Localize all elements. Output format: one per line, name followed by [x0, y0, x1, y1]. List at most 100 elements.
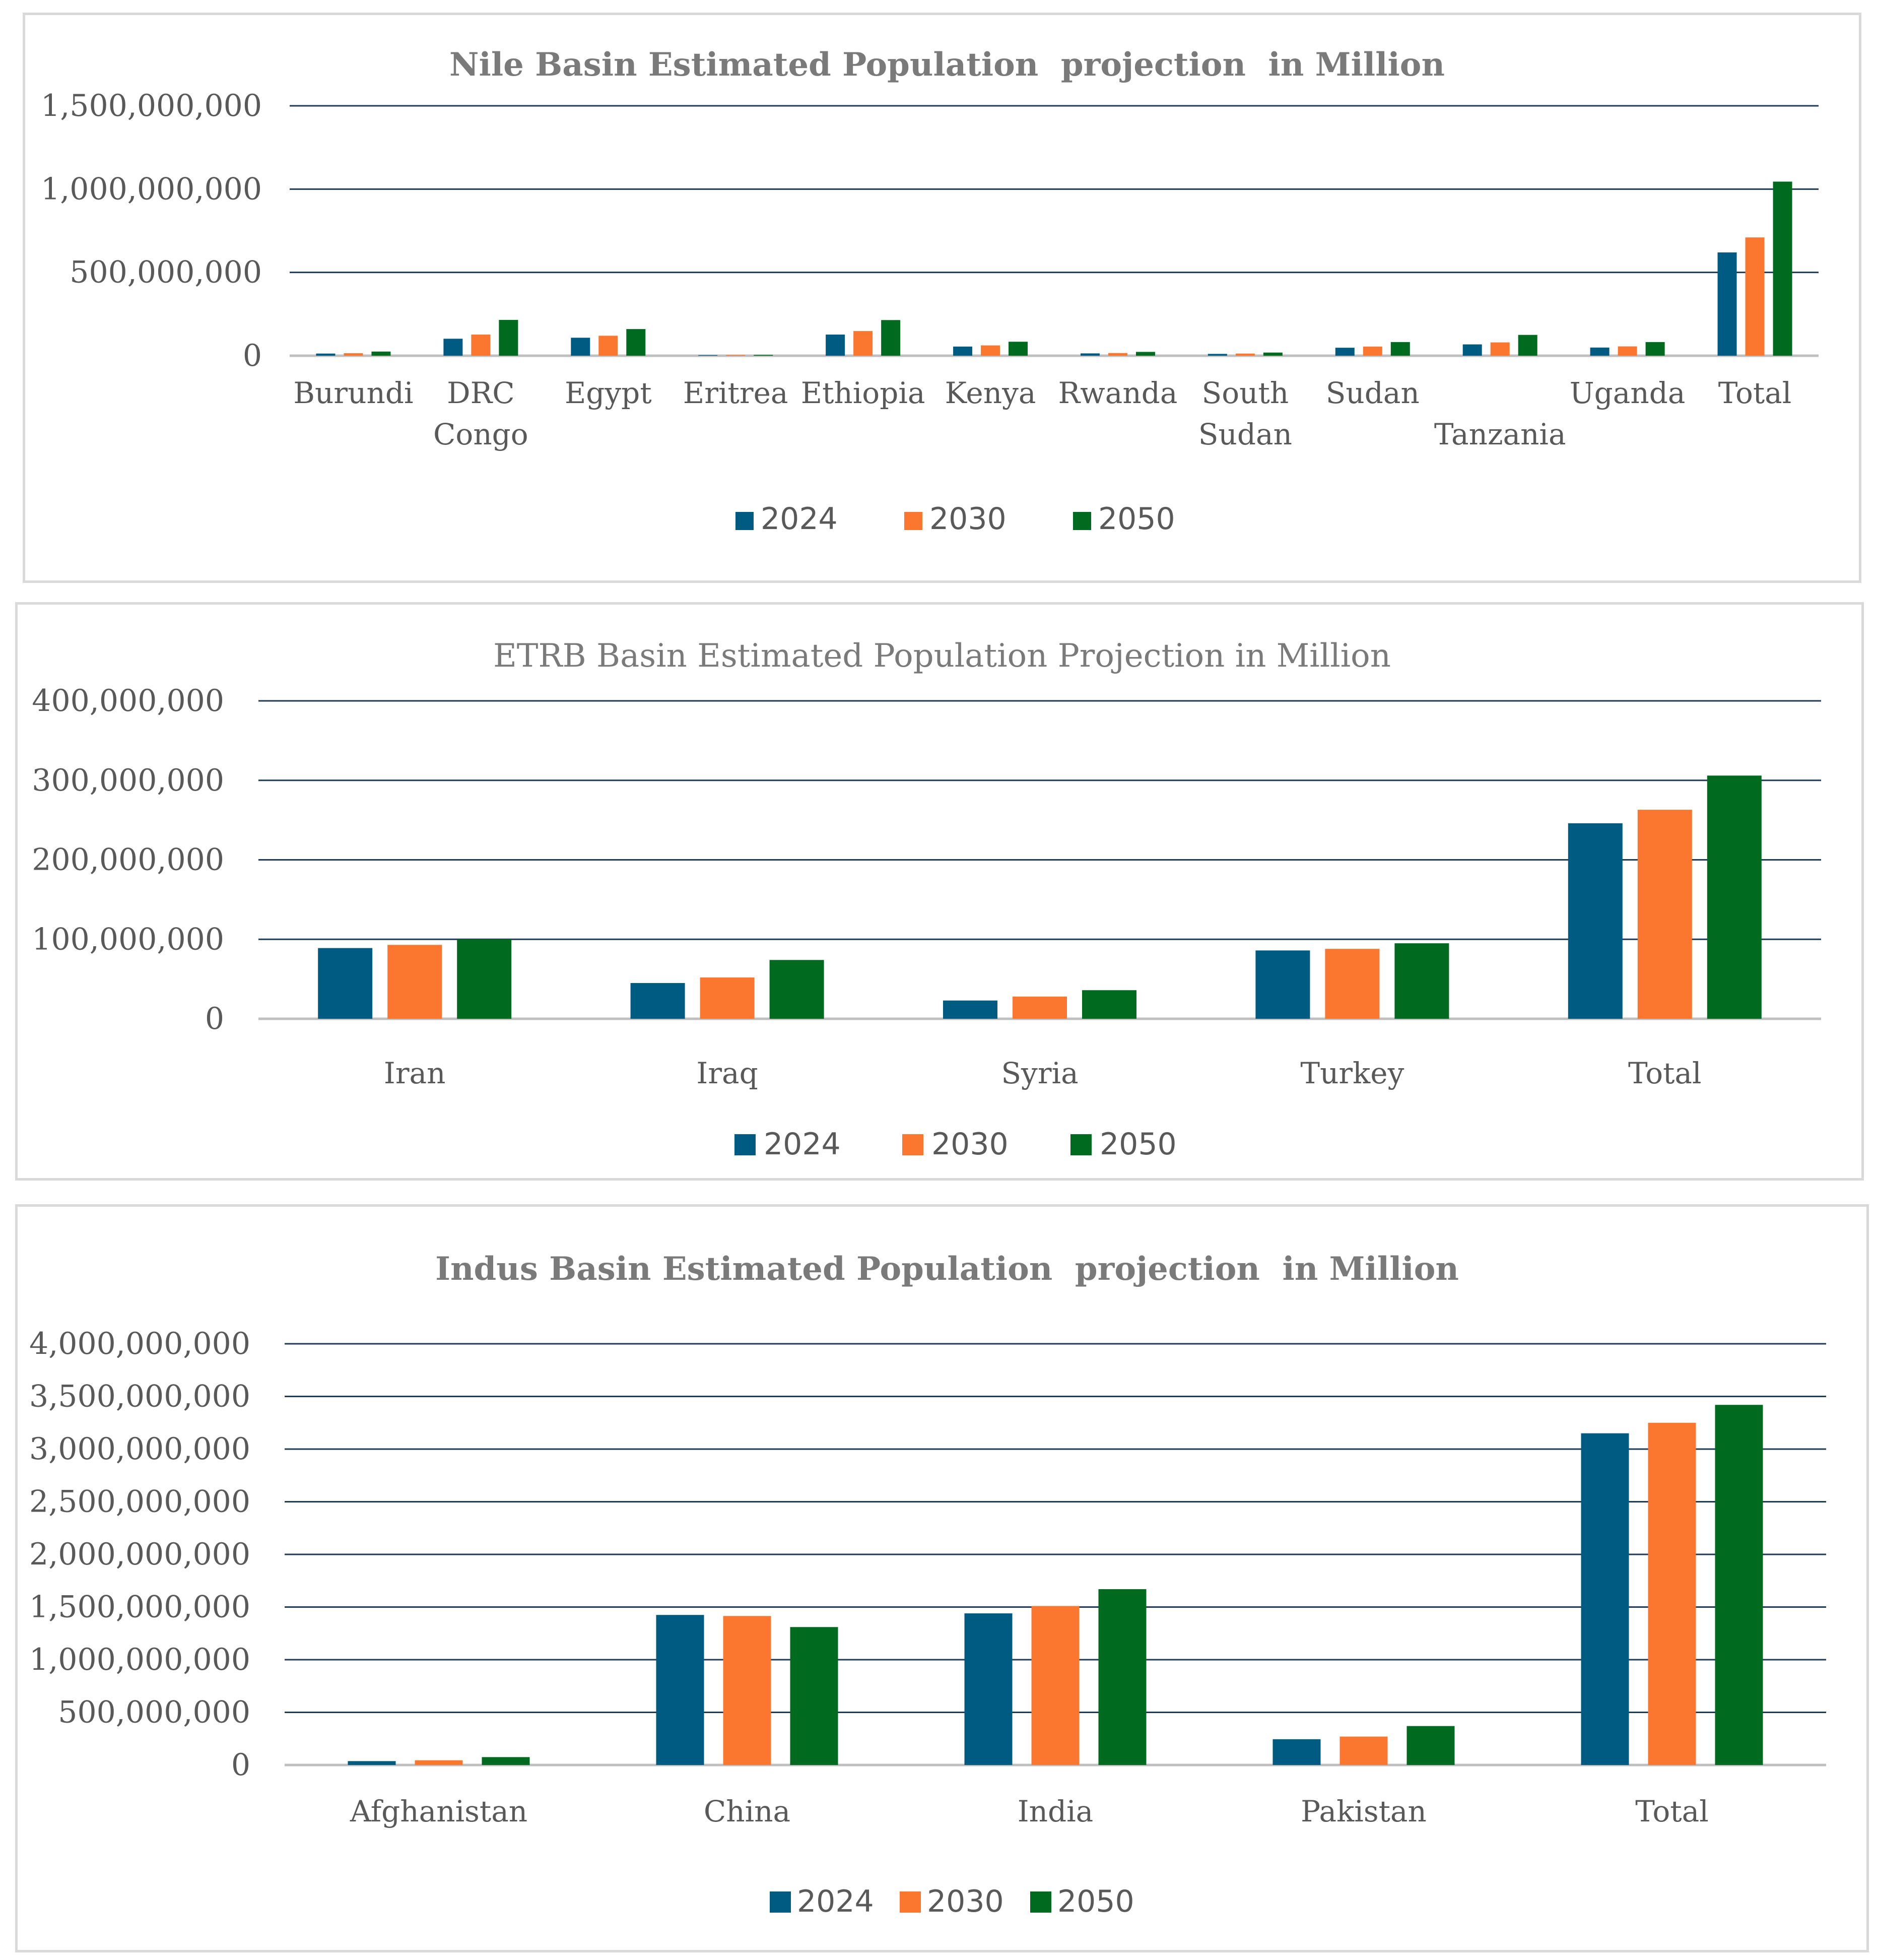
bar-china-2024 — [656, 1615, 704, 1765]
bar-iran-2024 — [318, 948, 373, 1019]
bar-turkey-2050 — [1394, 943, 1449, 1019]
bar-kenya-2050 — [1009, 342, 1028, 356]
bar-uganda-2030 — [1618, 346, 1637, 356]
x-tick-label: Kenya — [945, 376, 1036, 410]
y-tick-label: 1,500,000,000 — [41, 88, 262, 123]
x-tick-label: South — [1202, 376, 1289, 410]
x-tick-label: Iraq — [696, 1056, 758, 1090]
bar-china-2030 — [723, 1616, 771, 1765]
x-tick-label: Ethiopia — [801, 376, 925, 410]
bar-turkey-2024 — [1255, 950, 1310, 1019]
bar-pakistan-2050 — [1406, 1726, 1455, 1765]
x-tick-label: Egypt — [565, 376, 652, 410]
x-tick-label: Turkey — [1300, 1056, 1404, 1090]
legend-swatch-2024 — [735, 512, 754, 530]
bar-afghanistan-2050 — [482, 1757, 530, 1765]
bar-sudan-2030 — [1363, 346, 1382, 356]
bar-total-2030 — [1648, 1422, 1696, 1765]
bar-eritrea-2024 — [698, 355, 718, 356]
etrb-chart-panel: ETRB Basin Estimated Population Projecti… — [15, 602, 1864, 1181]
legend-label-2050: 2050 — [1100, 1127, 1177, 1162]
legend-label-2024: 2024 — [764, 1127, 841, 1162]
y-tick-label: 500,000,000 — [70, 255, 262, 290]
bar-burundi-2050 — [371, 351, 391, 356]
bar-afghanistan-2024 — [348, 1761, 396, 1765]
legend-label-2030: 2030 — [931, 1127, 1009, 1162]
bar-kenya-2030 — [981, 345, 1000, 356]
bar-total-2024 — [1581, 1433, 1629, 1765]
legend-label-2024: 2024 — [761, 501, 838, 537]
bar-south-sudan-2024 — [1208, 354, 1227, 356]
x-tick-label: Tanzania — [1434, 417, 1566, 451]
legend-label-2024: 2024 — [797, 1884, 874, 1919]
y-tick-label: 500,000,000 — [58, 1695, 250, 1730]
etrb-chart: ETRB Basin Estimated Population Projecti… — [32, 637, 1821, 1162]
bar-uganda-2050 — [1645, 342, 1665, 356]
bar-total-2030 — [1637, 810, 1692, 1019]
bar-syria-2050 — [1082, 990, 1136, 1019]
bar-iran-2050 — [457, 939, 512, 1019]
x-tick-label: Eritrea — [683, 376, 788, 410]
bar-pakistan-2030 — [1339, 1736, 1388, 1765]
bar-ethiopia-2050 — [881, 320, 901, 356]
bar-drc-congo-2050 — [499, 319, 518, 356]
x-tick-label: Congo — [433, 417, 528, 451]
bar-total-2050 — [1715, 1405, 1763, 1765]
x-tick-label: Syria — [1001, 1056, 1078, 1090]
bar-sudan-2050 — [1390, 342, 1410, 356]
bar-egypt-2030 — [598, 336, 618, 356]
bar-total-2024 — [1717, 252, 1737, 356]
legend-swatch-2050 — [1030, 1891, 1051, 1913]
bar-tanzania-2030 — [1490, 342, 1510, 356]
legend-label-2050: 2050 — [1098, 501, 1175, 537]
bar-pakistan-2024 — [1272, 1739, 1321, 1765]
y-tick-label: 1,000,000,000 — [41, 171, 262, 207]
legend-label-2030: 2030 — [929, 501, 1007, 537]
bar-syria-2030 — [1013, 996, 1067, 1019]
bar-iraq-2024 — [630, 983, 685, 1019]
y-tick-label: 400,000,000 — [32, 683, 224, 718]
x-tick-label: Total — [1718, 376, 1792, 410]
x-tick-label: Afghanistan — [350, 1794, 527, 1828]
y-tick-label: 200,000,000 — [32, 842, 224, 878]
y-tick-label: 1,500,000,000 — [29, 1590, 250, 1625]
nile-chart: Nile Basin Estimated Population projecti… — [41, 46, 1819, 537]
bar-ethiopia-2024 — [826, 335, 845, 356]
legend-swatch-2050 — [1073, 512, 1091, 530]
chart-title: Indus Basin Estimated Population project… — [435, 1250, 1459, 1288]
y-tick-label: 1,000,000,000 — [29, 1642, 250, 1677]
y-tick-label: 0 — [205, 1001, 224, 1036]
bar-rwanda-2024 — [1080, 353, 1100, 356]
bar-kenya-2024 — [953, 346, 973, 356]
bar-egypt-2024 — [571, 338, 590, 356]
legend-label-2050: 2050 — [1057, 1884, 1134, 1919]
bar-eritrea-2030 — [726, 355, 746, 356]
bar-rwanda-2050 — [1135, 352, 1155, 356]
bar-sudan-2024 — [1335, 348, 1355, 356]
y-tick-label: 100,000,000 — [32, 922, 224, 957]
bar-iran-2030 — [387, 945, 442, 1019]
bar-total-2024 — [1568, 823, 1623, 1019]
x-tick-label: Sudan — [1198, 417, 1292, 451]
x-tick-label: Iran — [384, 1056, 446, 1090]
x-tick-label: Total — [1628, 1056, 1702, 1090]
indus-chart: Indus Basin Estimated Population project… — [29, 1250, 1826, 1919]
legend-swatch-2024 — [734, 1134, 756, 1155]
x-tick-label: Rwanda — [1058, 376, 1177, 410]
bar-south-sudan-2030 — [1235, 353, 1255, 356]
chart-title: Nile Basin Estimated Population projecti… — [449, 46, 1445, 84]
bar-uganda-2024 — [1590, 347, 1610, 356]
bar-drc-congo-2030 — [471, 335, 491, 356]
x-tick-label: Burundi — [293, 376, 413, 410]
bar-tanzania-2050 — [1518, 335, 1537, 356]
x-tick-label: Sudan — [1326, 376, 1420, 410]
nile-chart-panel: Nile Basin Estimated Population projecti… — [23, 13, 1861, 583]
bar-india-2024 — [964, 1613, 1013, 1765]
legend-label-2030: 2030 — [927, 1884, 1004, 1919]
bar-eritrea-2050 — [754, 355, 773, 356]
bar-india-2050 — [1098, 1589, 1147, 1765]
bar-ethiopia-2030 — [853, 331, 873, 356]
legend-swatch-2050 — [1070, 1134, 1092, 1155]
y-tick-label: 2,000,000,000 — [29, 1537, 250, 1572]
x-tick-label: Pakistan — [1301, 1794, 1427, 1828]
